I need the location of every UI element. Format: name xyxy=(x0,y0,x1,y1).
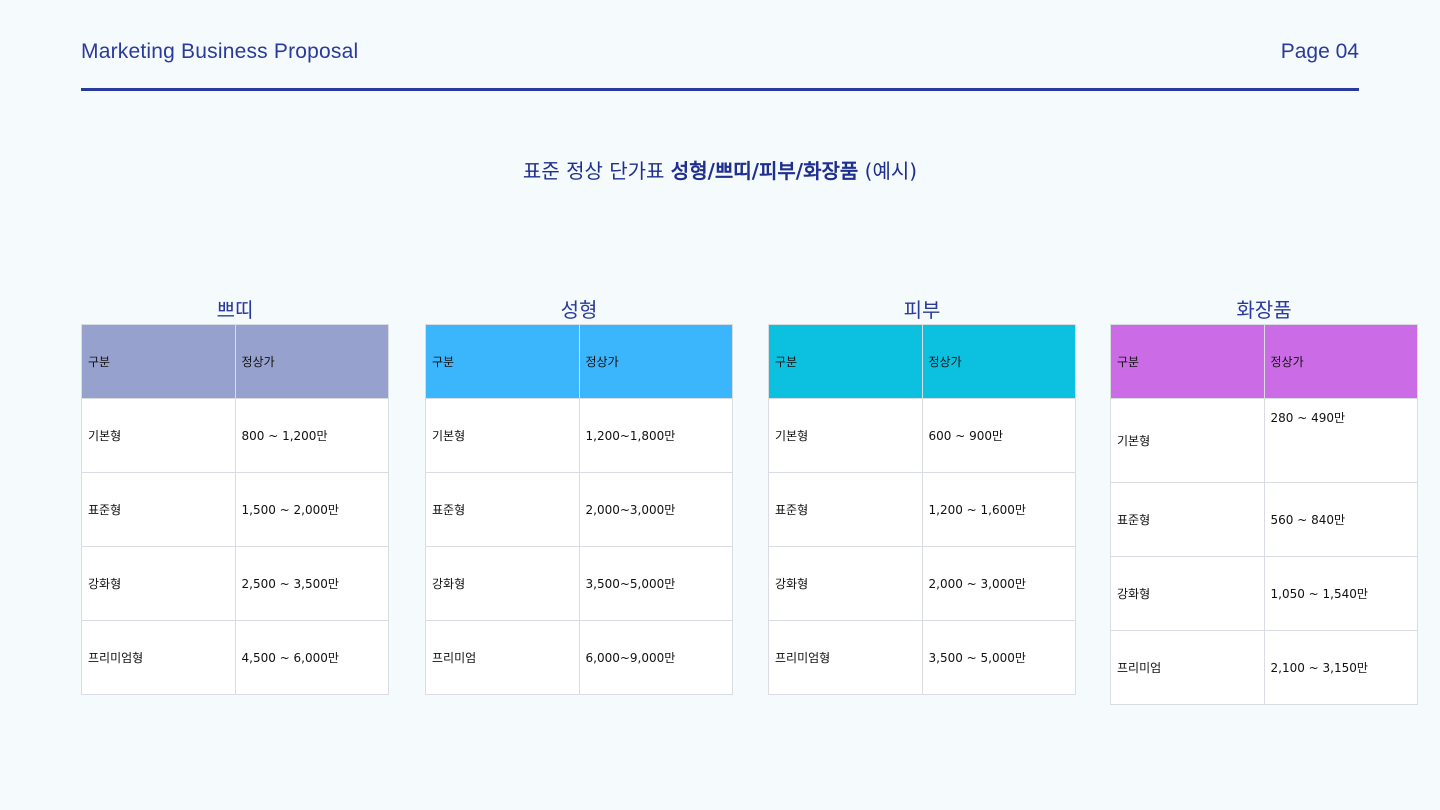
table-header-row: 구분 정상가 xyxy=(768,324,1076,399)
table-row: 프리미엄형 3,500 ~ 5,000만 xyxy=(768,620,1076,695)
row-price: 2,100 ~ 3,150만 xyxy=(1263,630,1418,705)
column-header-price: 정상가 xyxy=(921,324,1076,399)
price-table-petit: 쁘띠 구분 정상가 기본형 800 ~ 1,200만 표준형 1,500 ~ 2… xyxy=(81,296,389,695)
row-price: 2,000~3,000만 xyxy=(578,472,733,547)
price-table: 구분 정상가 기본형 600 ~ 900만 표준형 1,200 ~ 1,600만… xyxy=(768,324,1076,695)
row-category: 강화형 xyxy=(768,546,923,621)
row-category: 프리미엄형 xyxy=(768,620,923,695)
column-header-price: 정상가 xyxy=(578,324,733,399)
row-price: 2,500 ~ 3,500만 xyxy=(234,546,389,621)
row-category: 강화형 xyxy=(425,546,580,621)
price-table: 구분 정상가 기본형 280 ~ 490만 표준형 560 ~ 840만 강화형… xyxy=(1110,324,1418,705)
table-header-row: 구분 정상가 xyxy=(81,324,389,399)
row-category: 표준형 xyxy=(768,472,923,547)
table-row: 프리미엄 2,100 ~ 3,150만 xyxy=(1110,630,1418,705)
table-heading: 쁘띠 xyxy=(216,298,254,322)
table-row: 강화형 1,050 ~ 1,540만 xyxy=(1110,556,1418,631)
row-price: 4,500 ~ 6,000만 xyxy=(234,620,389,695)
row-price: 3,500 ~ 5,000만 xyxy=(921,620,1076,695)
price-table: 구분 정상가 기본형 800 ~ 1,200만 표준형 1,500 ~ 2,00… xyxy=(81,324,389,695)
header-divider xyxy=(81,88,1359,91)
table-row: 표준형 1,500 ~ 2,000만 xyxy=(81,472,389,547)
table-row: 프리미엄형 4,500 ~ 6,000만 xyxy=(81,620,389,695)
row-price: 1,500 ~ 2,000만 xyxy=(234,472,389,547)
row-category: 기본형 xyxy=(425,398,580,473)
row-category: 강화형 xyxy=(81,546,236,621)
page-title-suffix: (예시) xyxy=(858,159,918,183)
row-category: 프리미엄형 xyxy=(81,620,236,695)
column-header-category: 구분 xyxy=(425,324,580,399)
price-table: 구분 정상가 기본형 1,200~1,800만 표준형 2,000~3,000만… xyxy=(425,324,733,695)
row-price: 800 ~ 1,200만 xyxy=(234,398,389,473)
price-table-skin: 피부 구분 정상가 기본형 600 ~ 900만 표준형 1,200 ~ 1,6… xyxy=(768,296,1076,695)
column-header-price: 정상가 xyxy=(234,324,389,399)
row-category: 표준형 xyxy=(81,472,236,547)
row-category: 기본형 xyxy=(1110,398,1265,483)
table-row: 기본형 1,200~1,800만 xyxy=(425,398,733,473)
row-category: 강화형 xyxy=(1110,556,1265,631)
table-row: 프리미엄 6,000~9,000만 xyxy=(425,620,733,695)
page-title-prefix: 표준 정상 단가표 xyxy=(522,159,671,183)
row-price: 1,050 ~ 1,540만 xyxy=(1263,556,1418,631)
row-category: 프리미엄 xyxy=(1110,630,1265,705)
column-header-category: 구분 xyxy=(768,324,923,399)
table-row: 표준형 1,200 ~ 1,600만 xyxy=(768,472,1076,547)
table-row: 기본형 600 ~ 900만 xyxy=(768,398,1076,473)
row-category: 프리미엄 xyxy=(425,620,580,695)
table-row: 기본형 280 ~ 490만 xyxy=(1110,398,1418,483)
table-heading: 화장품 xyxy=(1236,298,1292,322)
table-row: 표준형 560 ~ 840만 xyxy=(1110,482,1418,557)
table-row: 강화형 2,500 ~ 3,500만 xyxy=(81,546,389,621)
page-title-emphasis: 성형/쁘띠/피부/화장품 xyxy=(670,159,859,183)
table-heading: 피부 xyxy=(903,298,941,322)
table-row: 표준형 2,000~3,000만 xyxy=(425,472,733,547)
column-header-category: 구분 xyxy=(1110,324,1265,399)
row-price: 600 ~ 900만 xyxy=(921,398,1076,473)
table-header-row: 구분 정상가 xyxy=(425,324,733,399)
table-row: 강화형 2,000 ~ 3,000만 xyxy=(768,546,1076,621)
row-price: 560 ~ 840만 xyxy=(1263,482,1418,557)
column-header-price: 정상가 xyxy=(1263,324,1418,399)
row-category: 기본형 xyxy=(768,398,923,473)
row-price: 280 ~ 490만 xyxy=(1263,398,1418,483)
row-category: 기본형 xyxy=(81,398,236,473)
column-header-category: 구분 xyxy=(81,324,236,399)
table-header-row: 구분 정상가 xyxy=(1110,324,1418,399)
document-title: Marketing Business Proposal xyxy=(81,40,359,63)
row-price: 3,500~5,000만 xyxy=(578,546,733,621)
table-row: 기본형 800 ~ 1,200만 xyxy=(81,398,389,473)
table-row: 강화형 3,500~5,000만 xyxy=(425,546,733,621)
table-heading: 성형 xyxy=(560,298,598,322)
price-table-cosmetics: 화장품 구분 정상가 기본형 280 ~ 490만 표준형 560 ~ 840만… xyxy=(1110,296,1418,705)
row-price: 2,000 ~ 3,000만 xyxy=(921,546,1076,621)
row-price: 1,200 ~ 1,600만 xyxy=(921,472,1076,547)
price-table-surgery: 성형 구분 정상가 기본형 1,200~1,800만 표준형 2,000~3,0… xyxy=(425,296,733,695)
row-price: 6,000~9,000만 xyxy=(578,620,733,695)
row-category: 표준형 xyxy=(1110,482,1265,557)
row-category: 표준형 xyxy=(425,472,580,547)
row-price: 1,200~1,800만 xyxy=(578,398,733,473)
page-number: Page 04 xyxy=(1280,40,1359,63)
page-title: 표준 정상 단가표 성형/쁘띠/피부/화장품 (예시) xyxy=(0,155,1440,184)
